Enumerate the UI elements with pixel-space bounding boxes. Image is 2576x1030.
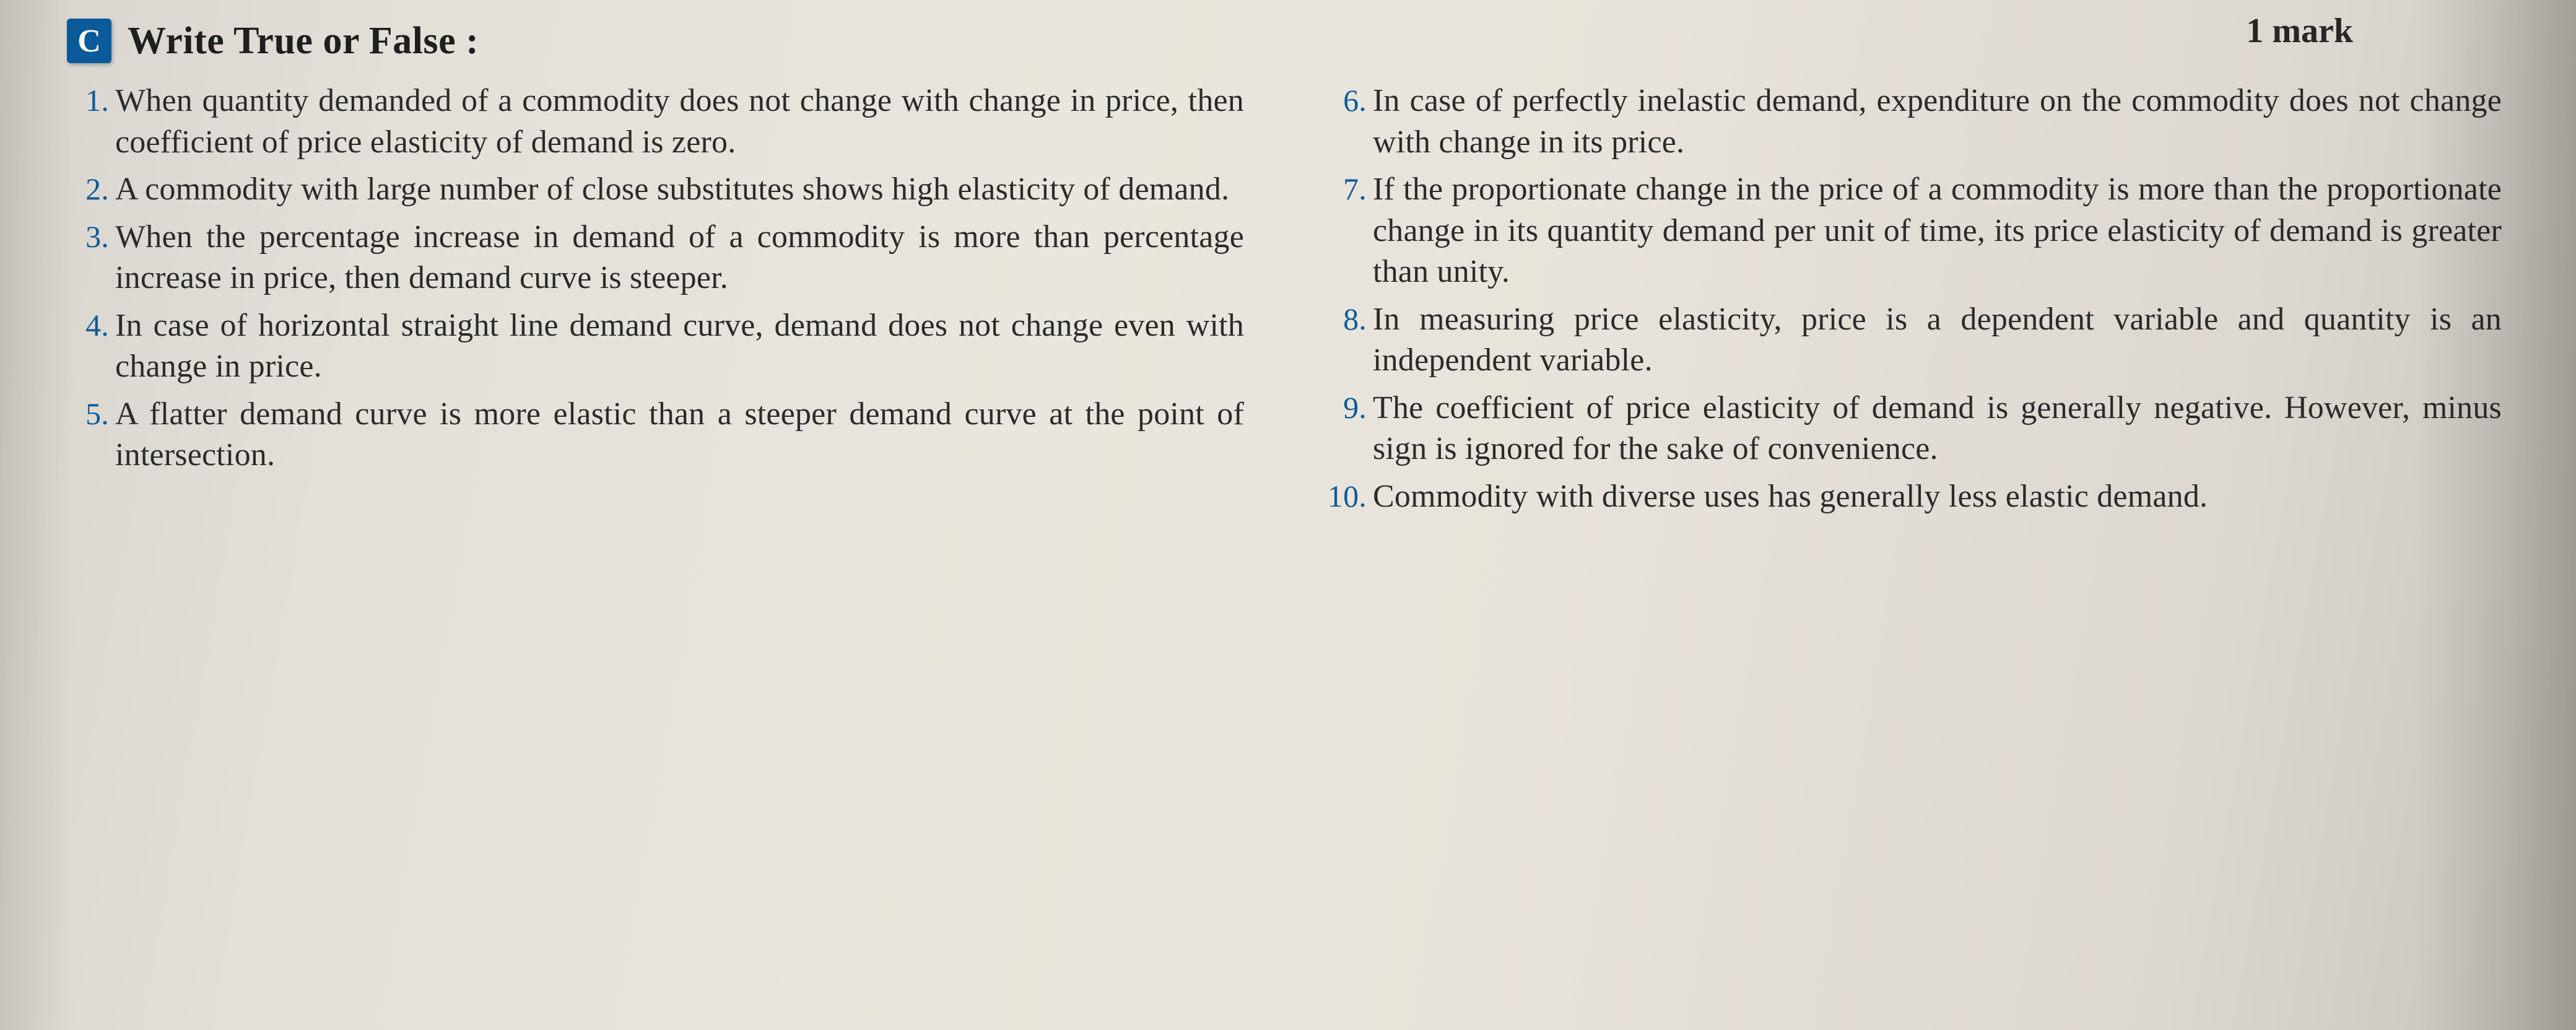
section-header: C Write True or False : xyxy=(67,19,2502,63)
question-list-left: 1. When quantity demanded of a commodity… xyxy=(61,81,1244,476)
right-column: 6. In case of perfectly inelastic demand… xyxy=(1318,81,2502,523)
question-number: 5. xyxy=(61,394,109,434)
question-number: 7. xyxy=(1318,169,1367,209)
question-text: When quantity demanded of a commodity do… xyxy=(115,83,1244,160)
list-item: 4. In case of horizontal straight line d… xyxy=(61,305,1244,388)
question-text: A flatter demand curve is more elastic t… xyxy=(115,396,1244,473)
question-text: The coefficient of price elasticity of d… xyxy=(1373,390,2502,467)
section-badge: C xyxy=(67,19,111,63)
columns: 1. When quantity demanded of a commodity… xyxy=(56,81,2502,523)
question-text: In measuring price elasticity, price is … xyxy=(1373,302,2502,378)
list-item: 5. A flatter demand curve is more elasti… xyxy=(61,394,1244,476)
list-item: 8. In measuring price elasticity, price … xyxy=(1318,299,2502,382)
list-item: 7. If the proportionate change in the pr… xyxy=(1318,169,2502,293)
question-text: If the proportionate change in the price… xyxy=(1373,172,2502,289)
question-text: Commodity with diverse uses has generall… xyxy=(1373,479,2208,514)
question-number: 10. xyxy=(1318,476,1367,516)
question-text: When the percentage increase in demand o… xyxy=(115,219,1244,296)
mark-label: 1 mark xyxy=(2246,11,2353,51)
question-number: 9. xyxy=(1318,388,1367,427)
question-text: In case of perfectly inelastic demand, e… xyxy=(1373,83,2502,160)
question-number: 4. xyxy=(61,305,109,345)
question-text: In case of horizontal straight line dema… xyxy=(115,308,1244,385)
question-list-right: 6. In case of perfectly inelastic demand… xyxy=(1318,81,2502,517)
list-item: 9. The coefficient of price elasticity o… xyxy=(1318,388,2502,470)
question-number: 3. xyxy=(61,217,109,256)
section-title: Write True or False : xyxy=(128,19,479,63)
question-number: 1. xyxy=(61,81,109,120)
question-text: A commodity with large number of close s… xyxy=(115,172,1229,207)
list-item: 3. When the percentage increase in deman… xyxy=(61,217,1244,299)
list-item: 2. A commodity with large number of clos… xyxy=(61,169,1244,211)
list-item: 6. In case of perfectly inelastic demand… xyxy=(1318,81,2502,163)
page: 1 mark C Write True or False : 1. When q… xyxy=(0,0,2576,1030)
question-number: 8. xyxy=(1318,299,1367,339)
left-column: 1. When quantity demanded of a commodity… xyxy=(61,81,1244,523)
question-number: 2. xyxy=(61,169,109,209)
list-item: 1. When quantity demanded of a commodity… xyxy=(61,81,1244,163)
question-number: 6. xyxy=(1318,81,1367,120)
list-item: 10. Commodity with diverse uses has gene… xyxy=(1318,476,2502,518)
